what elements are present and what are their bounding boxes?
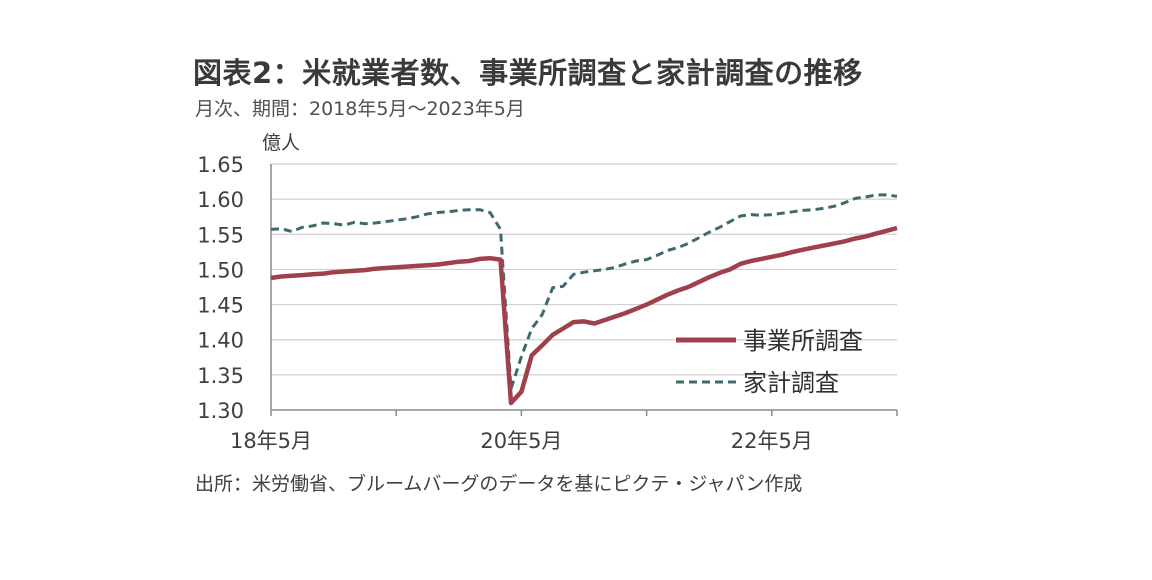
y-tick-label: 1.40: [197, 329, 244, 353]
x-tick-label: 22年5月: [731, 429, 813, 453]
y-tick-label: 1.35: [197, 364, 244, 388]
x-tick-label: 18年5月: [230, 429, 312, 453]
y-tick-label: 1.45: [197, 294, 244, 318]
legend-label: 家計調査: [743, 369, 839, 397]
gridlines: [271, 163, 897, 376]
source-note: 出所：米労働省、ブルームバーグのデータを基にピクテ・ジャパン作成: [195, 473, 803, 495]
axes: [270, 164, 898, 416]
y-tick-label: 1.55: [197, 223, 244, 247]
chart-title: 図表2：米就業者数、事業所調査と家計調査の推移: [193, 56, 863, 90]
y-tick-label: 1.60: [197, 188, 244, 212]
x-tick-labels: 18年5月 20年5月 22年5月: [230, 429, 813, 453]
legend-label: 事業所調査: [743, 327, 863, 355]
establishment-survey-line: [270, 225, 898, 406]
y-tick-labels: 1.30 1.35 1.40 1.45 1.50 1.55 1.60 1.65: [197, 153, 244, 423]
y-tick-label: 1.30: [197, 399, 244, 423]
series-lines: [270, 193, 898, 406]
household-survey-line: [270, 193, 898, 391]
chart-subtitle: 月次、期間：2018年5月～2023年5月: [195, 98, 525, 120]
y-tick-label: 1.65: [197, 153, 244, 177]
x-tick-label: 20年5月: [480, 429, 562, 453]
y-axis-unit-label: 億人: [262, 132, 300, 154]
y-tick-label: 1.50: [197, 258, 244, 282]
